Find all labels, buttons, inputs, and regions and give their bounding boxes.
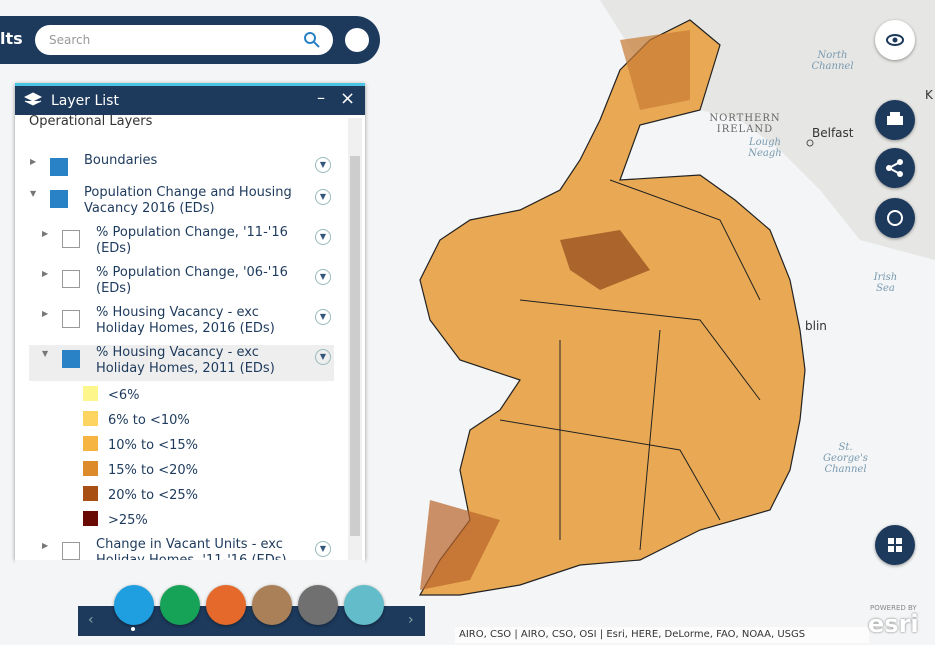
close-button[interactable]: × bbox=[340, 88, 356, 109]
visibility-button[interactable] bbox=[875, 20, 915, 60]
layer-label: Population Change and Housing Vacancy 20… bbox=[84, 185, 292, 216]
scrollbar[interactable] bbox=[348, 118, 362, 560]
legend-swatch bbox=[83, 486, 98, 501]
panel-header: Layer List – × bbox=[15, 83, 365, 115]
layer-menu[interactable]: ▼ bbox=[315, 189, 331, 205]
layer-label: % Housing Vacancy - exc Holiday Homes, 2… bbox=[96, 305, 275, 336]
legend-swatch bbox=[83, 436, 98, 451]
minimize-button[interactable]: – bbox=[317, 88, 325, 107]
search-icon[interactable] bbox=[303, 31, 321, 49]
layer-label: % Housing Vacancy - exc Holiday Homes, 2… bbox=[96, 345, 275, 376]
expand-toggle[interactable]: ▶ bbox=[42, 309, 49, 318]
search-placeholder: Search bbox=[49, 33, 91, 47]
expand-toggle[interactable]: ▼ bbox=[30, 189, 37, 198]
expand-toggle[interactable]: ▶ bbox=[42, 269, 49, 278]
layer-label: Boundaries bbox=[84, 153, 158, 168]
ireland bbox=[418, 19, 806, 596]
next-button[interactable]: › bbox=[408, 612, 414, 628]
region bbox=[420, 500, 500, 590]
panel-title: Layer List bbox=[51, 93, 119, 109]
map-label: K bbox=[925, 88, 933, 102]
map-label: Lough Neagh bbox=[748, 137, 782, 159]
layer-menu[interactable]: ▼ bbox=[315, 229, 331, 245]
layer-menu[interactable]: ▼ bbox=[315, 157, 331, 173]
expand-toggle[interactable]: ▶ bbox=[42, 229, 49, 238]
legend-swatch bbox=[83, 511, 98, 526]
layer-menu[interactable]: ▼ bbox=[315, 269, 331, 285]
legend-label: <6% bbox=[108, 388, 140, 403]
layer-menu[interactable]: ▼ bbox=[315, 309, 331, 325]
map-label: St. George's Channel bbox=[823, 442, 868, 475]
boundary bbox=[499, 179, 761, 551]
legend-label: 6% to <10% bbox=[108, 413, 190, 428]
info-tool[interactable] bbox=[298, 585, 338, 625]
link-button[interactable] bbox=[345, 28, 369, 52]
basemap-button[interactable] bbox=[875, 198, 915, 238]
header: lts Search bbox=[0, 16, 380, 64]
layer-checkbox[interactable] bbox=[62, 230, 80, 248]
layers-icon bbox=[24, 92, 42, 106]
search-box[interactable]: Search bbox=[35, 25, 333, 55]
about-tool[interactable] bbox=[252, 585, 292, 625]
legend-label: 20% to <25% bbox=[108, 488, 198, 503]
expand-toggle[interactable]: ▶ bbox=[30, 157, 37, 166]
layer-label: % Population Change, '06-'16 (EDs) bbox=[96, 265, 288, 296]
legend-swatch bbox=[83, 411, 98, 426]
city-marker bbox=[806, 139, 814, 147]
active-indicator bbox=[131, 627, 135, 631]
layer-menu[interactable]: ▼ bbox=[315, 541, 331, 557]
layer-checkbox[interactable] bbox=[62, 310, 80, 328]
section-title: Operational Layers bbox=[29, 114, 153, 129]
chart-tool[interactable] bbox=[206, 585, 246, 625]
panel-clip bbox=[15, 560, 365, 580]
share-button[interactable] bbox=[875, 148, 915, 188]
prev-button[interactable]: ‹ bbox=[88, 612, 94, 628]
region bbox=[620, 30, 690, 110]
legend-swatch bbox=[83, 461, 98, 476]
swipe-tool[interactable] bbox=[344, 585, 384, 625]
layer-list-tool[interactable] bbox=[114, 585, 154, 625]
region bbox=[560, 230, 650, 290]
legend-label: >25% bbox=[108, 513, 148, 528]
legend-swatch bbox=[83, 386, 98, 401]
map-label: Irish Sea bbox=[873, 272, 898, 294]
layer-label: % Population Change, '11-'16 (EDs) bbox=[96, 225, 288, 256]
layer-checkbox[interactable] bbox=[50, 190, 68, 208]
esri-logo: esri bbox=[868, 610, 919, 638]
layer-checkbox[interactable] bbox=[50, 158, 68, 176]
legend-tool[interactable] bbox=[160, 585, 200, 625]
expand-toggle[interactable]: ▼ bbox=[42, 349, 49, 358]
expand-toggle[interactable]: ▶ bbox=[42, 541, 49, 550]
legend-label: 10% to <15% bbox=[108, 438, 198, 453]
layer-checkbox[interactable] bbox=[62, 350, 80, 368]
map-label: NORTHERN IRELAND bbox=[709, 113, 781, 135]
map-label: Belfast bbox=[812, 126, 854, 140]
attribution: AIRO, CSO | AIRO, CSO, OSI | Esri, HERE,… bbox=[455, 627, 869, 643]
app-title: lts bbox=[0, 29, 23, 48]
layer-menu[interactable]: ▼ bbox=[315, 349, 331, 365]
layer-checkbox[interactable] bbox=[62, 542, 80, 560]
map-label: North Channel bbox=[811, 50, 854, 72]
map-label: blin bbox=[805, 319, 827, 333]
print-button[interactable] bbox=[875, 100, 915, 140]
layer-list-panel: Layer List – × Operational Layers bbox=[15, 83, 365, 560]
legend-label: 15% to <20% bbox=[108, 463, 198, 478]
esri-powered: POWERED BY bbox=[870, 604, 917, 612]
apps-button[interactable] bbox=[875, 525, 915, 565]
layer-checkbox[interactable] bbox=[62, 270, 80, 288]
